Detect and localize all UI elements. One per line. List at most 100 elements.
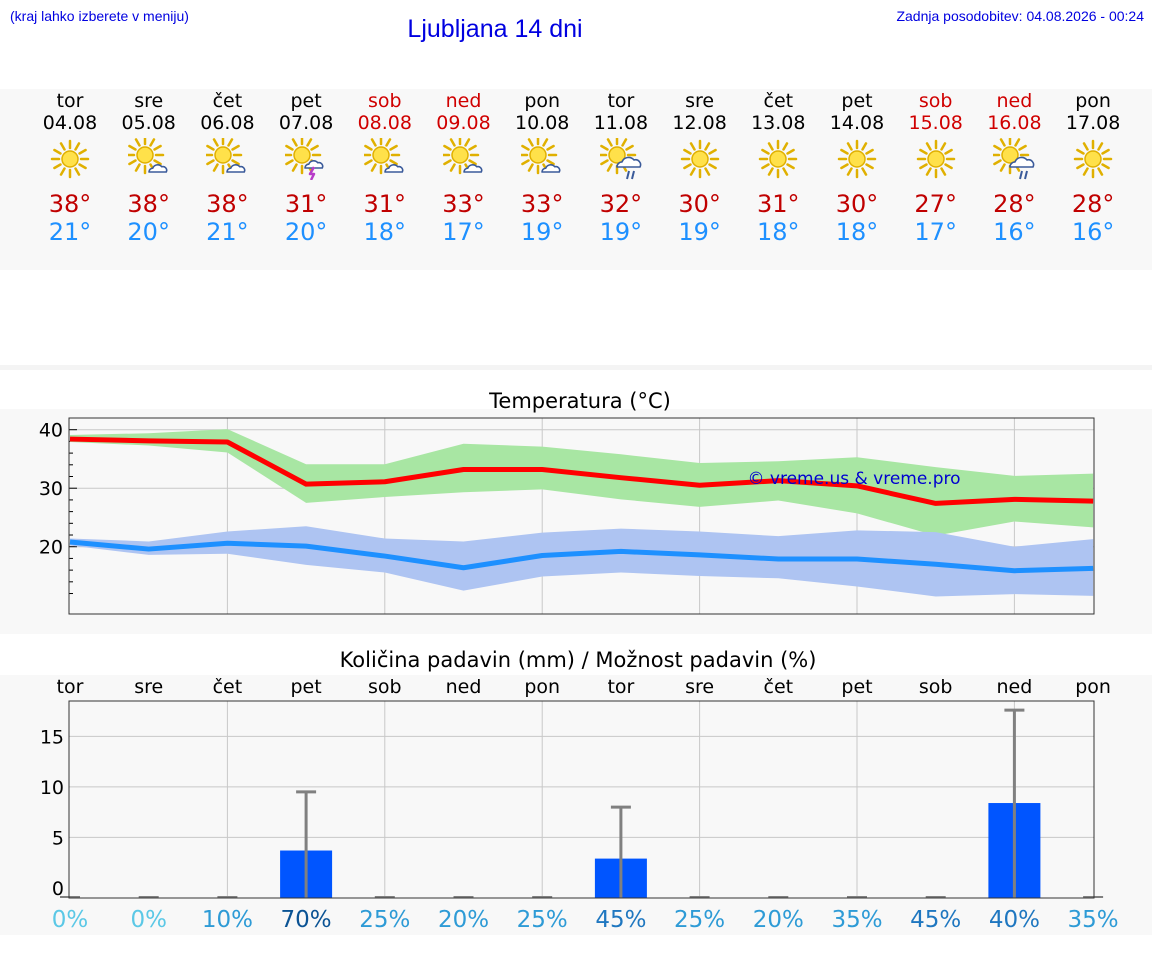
min-temp: 19°	[678, 218, 721, 246]
day-date: 13.08	[751, 112, 806, 134]
tmin-range-band	[70, 526, 1094, 597]
watermark: © vreme.us & vreme.pro	[747, 469, 960, 489]
day-name: pon	[524, 90, 561, 112]
min-temp: 17°	[442, 218, 485, 246]
precipitation-day-label: sob	[368, 676, 402, 698]
max-temp: 27°	[914, 190, 957, 218]
min-temp: 18°	[363, 218, 407, 246]
precipitation-probability-label: 10%	[202, 907, 253, 933]
precipitation-probability-label: 25%	[517, 907, 568, 933]
precipitation-day-label: čet	[764, 676, 794, 698]
day-date: 12.08	[672, 112, 727, 134]
precipitation-day-label: tor	[607, 676, 634, 698]
day-date: 11.08	[593, 112, 649, 134]
forecast-strip: tor 04.08 38° 21° sre 05.08 38° 20° čet 06.08 38° 2…	[0, 89, 1152, 270]
tmax-line	[69, 436, 1094, 506]
precipitation-day-label: pet	[841, 676, 872, 698]
precipitation-y-tick-label: 15	[40, 726, 64, 748]
day-column: ned 16.08 28° 16°	[974, 89, 1054, 246]
sun-icon	[759, 139, 798, 179]
divider	[0, 365, 1152, 370]
min-temp: 21°	[48, 218, 92, 246]
day-name: čet	[212, 90, 243, 112]
day-name: pet	[841, 90, 873, 112]
min-temp: 20°	[127, 218, 170, 246]
precipitation-probability-label: 20%	[438, 907, 489, 933]
day-date: 08.08	[357, 112, 412, 134]
precipitation-day-label: ned	[446, 676, 482, 698]
sun-rain-icon	[993, 138, 1035, 180]
last-update: Zadnja posodobitev: 04.08.2026 - 00:24	[896, 8, 1144, 24]
tmax-range-band	[70, 429, 1094, 536]
max-temp: 31°	[757, 190, 800, 218]
sun-rain-icon	[599, 138, 642, 180]
precipitation-day-label: sre	[134, 676, 163, 698]
day-column: pon 17.08 28° 16°	[1053, 89, 1133, 246]
precipitation-probability-label: 40%	[989, 907, 1040, 933]
day-date: 05.08	[121, 112, 176, 134]
precipitation-probability-label: 0%	[130, 907, 167, 933]
max-temp: 30°	[678, 190, 721, 218]
precipitation-y-tick-label: 0	[52, 878, 64, 900]
max-temp: 38°	[48, 190, 92, 218]
max-temp: 30°	[835, 190, 879, 218]
min-temp: 17°	[914, 218, 957, 246]
min-temp: 20°	[284, 218, 328, 246]
min-temp: 18°	[757, 218, 800, 246]
day-date: 14.08	[829, 112, 885, 134]
precipitation-day-label: čet	[213, 676, 243, 698]
temperature-chart-title: Temperatura (°C)	[488, 389, 671, 413]
precipitation-probability-label: 35%	[831, 907, 882, 933]
precipitation-day-label: sob	[919, 676, 953, 698]
sun-cloud-icon	[127, 138, 168, 175]
day-date: 17.08	[1065, 112, 1121, 134]
precipitation-y-tick-label: 10	[40, 777, 64, 799]
precipitation-probability-label: 45%	[910, 907, 961, 933]
day-name: sob	[918, 90, 953, 112]
day-name: tor	[607, 90, 635, 112]
precipitation-day-label: pon	[1075, 676, 1111, 698]
sun-cloud-thunder-icon	[285, 138, 324, 180]
precipitation-day-label: tor	[57, 676, 84, 698]
precipitation-chart-title: Količina padavin (mm) / Možnost padavin …	[340, 648, 817, 672]
day-column: pet 14.08 30° 18°	[817, 89, 897, 246]
temperature-y-tick-label: 30	[39, 478, 63, 500]
day-date: 15.08	[908, 112, 963, 134]
day-column: pon 10.08 33° 19°	[502, 89, 582, 246]
day-column: tor 11.08 32° 19°	[581, 89, 661, 246]
max-temp: 38°	[206, 190, 249, 218]
sun-cloud-icon	[363, 138, 404, 175]
precipitation-day-label: sre	[685, 676, 714, 698]
day-name: sre	[685, 90, 715, 112]
max-temp: 33°	[442, 190, 485, 218]
day-name: pon	[1075, 90, 1111, 112]
day-column: pet 07.08 31° 20°	[266, 89, 346, 246]
temperature-y-tick-label: 20	[39, 537, 63, 559]
max-temp: 28°	[1071, 190, 1115, 218]
day-column: ned 09.08 33° 17°	[424, 89, 504, 246]
page-title: Ljubljana 14 dni	[407, 15, 583, 43]
day-date: 07.08	[278, 112, 334, 134]
day-date: 04.08	[42, 112, 98, 134]
day-column: čet 13.08 31° 18°	[738, 89, 818, 246]
min-temp: 18°	[835, 218, 879, 246]
precipitation-day-label: pet	[290, 676, 321, 698]
precipitation-probability-label: 20%	[753, 907, 804, 933]
min-temp: 19°	[599, 218, 643, 246]
precipitation-probability-label: 0%	[52, 907, 89, 933]
day-column: sre 05.08 38° 20°	[109, 89, 189, 246]
min-temp: 16°	[1071, 218, 1115, 246]
max-temp: 33°	[520, 190, 564, 218]
day-column: sre 12.08 30° 19°	[660, 89, 740, 246]
max-temp: 32°	[599, 190, 643, 218]
day-column: čet 06.08 38° 21°	[187, 89, 267, 246]
min-temp: 21°	[206, 218, 249, 246]
min-temp: 19°	[520, 218, 564, 246]
day-date: 10.08	[514, 112, 570, 134]
sun-icon	[837, 139, 877, 179]
precipitation-probability-label: 45%	[595, 907, 646, 933]
temperature-y-tick-label: 40	[39, 420, 63, 442]
max-temp: 28°	[993, 190, 1036, 218]
sun-cloud-icon	[206, 138, 246, 175]
day-name: pet	[290, 90, 322, 112]
